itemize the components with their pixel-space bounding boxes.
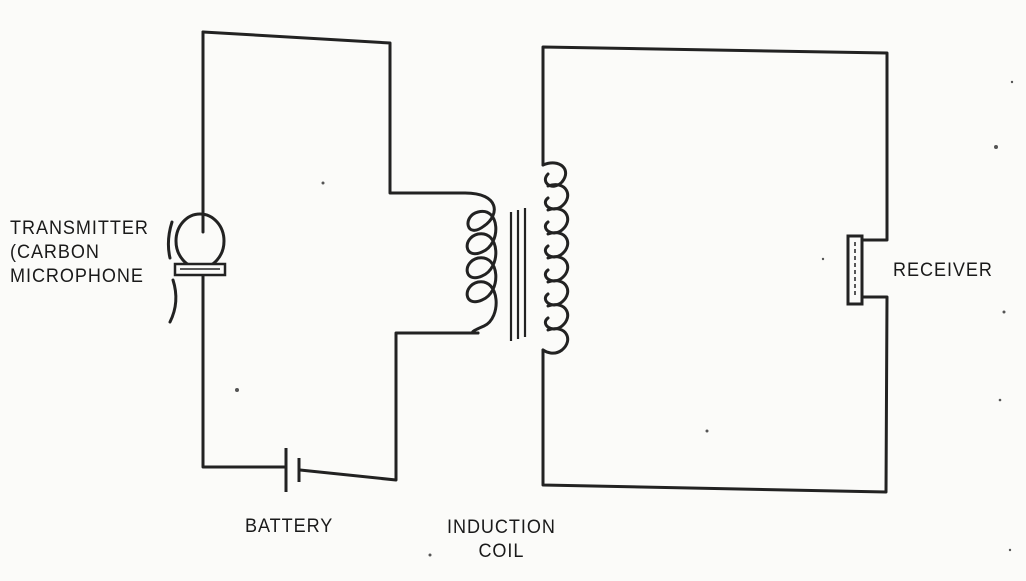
primary-coil-icon <box>463 191 498 335</box>
secondary-coil-icon <box>541 161 570 355</box>
receiver-label: RECEIVER <box>893 260 993 281</box>
primary-wire-left-lower <box>201 274 287 469</box>
transmitter-label: TRANSMITTER (CARBON MICROPHONE <box>10 218 149 287</box>
induction-coil-label: INDUCTION COIL <box>447 517 556 562</box>
secondary-wire-bottom <box>541 295 889 494</box>
primary-wire-top <box>201 30 467 195</box>
transmitter-icon <box>174 212 226 270</box>
microphone-bracket <box>168 278 178 324</box>
primary-wire-bottom-right <box>298 331 480 482</box>
secondary-wire-top <box>541 45 889 242</box>
battery-label: BATTERY <box>245 516 334 537</box>
transmitter-bracket <box>166 220 174 260</box>
